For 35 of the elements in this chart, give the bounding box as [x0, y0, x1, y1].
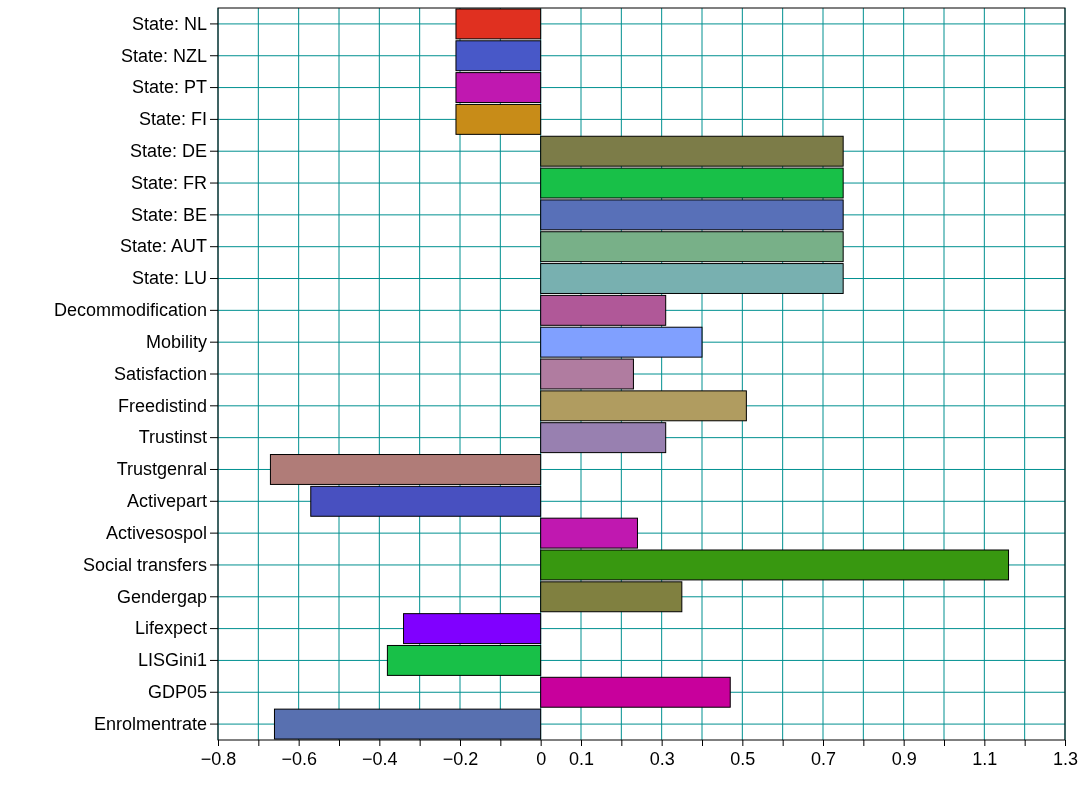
x-tick-label: 1.1	[972, 748, 998, 769]
y-tick-label: Trustgenral	[116, 459, 207, 480]
x-tick-label: 0.1	[568, 748, 595, 769]
y-tick-label: State: FR	[130, 172, 207, 193]
y-tick-label: Social transfers	[82, 554, 207, 575]
y-tick-label: State: BE	[130, 204, 207, 225]
x-tick-label: −0.8	[200, 748, 237, 769]
x-tick-label: 0.9	[891, 748, 917, 769]
y-tick-label: LISGini1	[137, 650, 207, 671]
y-tick-label: Freedistind	[117, 395, 207, 416]
x-tick-label: −0.4	[362, 748, 398, 769]
y-tick-label: GDP05	[147, 682, 207, 703]
y-tick-label: State: LU	[131, 268, 207, 289]
x-tick-label: −0.6	[281, 748, 317, 769]
y-tick-label: State: NL	[131, 13, 207, 34]
y-tick-label: Activepart	[126, 491, 207, 512]
y-tick-label: State: FI	[138, 109, 207, 130]
x-tick-label: 0.7	[810, 748, 837, 769]
y-tick-label: Decommodification	[53, 300, 207, 321]
x-tick-label: 0	[536, 748, 547, 769]
y-tick-label: State: NZL	[120, 45, 207, 66]
y-tick-label: State: AUT	[119, 236, 207, 257]
y-tick-label: Lifexpect	[134, 618, 207, 639]
y-tick-label: Satisfaction	[113, 363, 207, 384]
y-tick-label: State: PT	[131, 77, 207, 98]
x-tick-label: −0.2	[442, 748, 479, 769]
y-tick-label: Mobility	[145, 331, 207, 352]
y-tick-label: Gendergap	[116, 586, 207, 607]
y-tick-label: Enrolmentrate	[93, 713, 207, 734]
y-tick-label: State: DE	[129, 140, 207, 161]
x-tick-label: 0.5	[730, 748, 756, 769]
y-tick-label: Activesospol	[105, 522, 207, 543]
x-tick-label: 0.3	[649, 748, 675, 769]
x-tick-label: 1.3	[1052, 748, 1079, 769]
y-tick-label: Trustinst	[138, 427, 207, 448]
